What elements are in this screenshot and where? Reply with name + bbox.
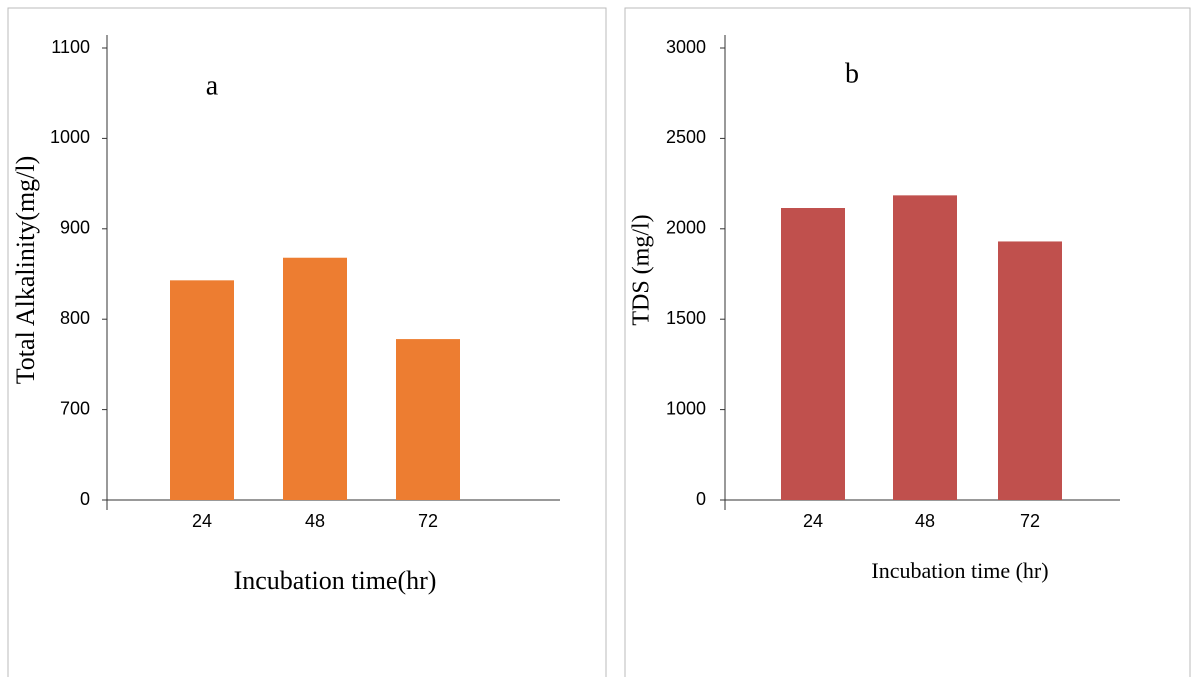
y-axis-label: Total Alkalinity(mg/l) (11, 156, 40, 385)
x-axis-label: Incubation time(hr) (234, 566, 437, 595)
y-tick-label: 3000 (666, 37, 706, 57)
x-tick-label: 24 (803, 511, 823, 531)
annotation: b (845, 58, 859, 89)
x-tick-label: 48 (915, 511, 935, 531)
y-tick-label: 700 (60, 398, 90, 418)
bar (283, 257, 347, 500)
x-tick-label: 72 (1020, 511, 1040, 531)
x-axis-label: Incubation time (hr) (871, 558, 1048, 583)
x-tick-label: 48 (305, 511, 325, 531)
panel-frame (7, 7, 607, 677)
x-tick-label: 72 (418, 511, 438, 531)
x-tick-label: 24 (192, 511, 212, 531)
bar (396, 339, 460, 500)
y-axis-label: TDS (mg/l) (629, 214, 655, 325)
y-tick-label: 2000 (666, 218, 706, 238)
y-tick-label: 900 (60, 218, 90, 238)
y-tick-label: 1000 (666, 398, 706, 418)
y-tick-label: 0 (80, 489, 90, 509)
y-tick-label: 1000 (50, 127, 90, 147)
y-tick-label: 1500 (666, 308, 706, 328)
y-tick-label: 2500 (666, 127, 706, 147)
bar (781, 208, 845, 500)
panel-frame (624, 7, 1191, 677)
y-tick-label: 0 (696, 489, 706, 509)
bar (170, 280, 234, 500)
bar (893, 195, 957, 501)
y-tick-label: 1100 (51, 37, 90, 57)
annotation: a (206, 70, 219, 101)
bar (998, 241, 1062, 500)
y-tick-label: 800 (60, 308, 90, 328)
